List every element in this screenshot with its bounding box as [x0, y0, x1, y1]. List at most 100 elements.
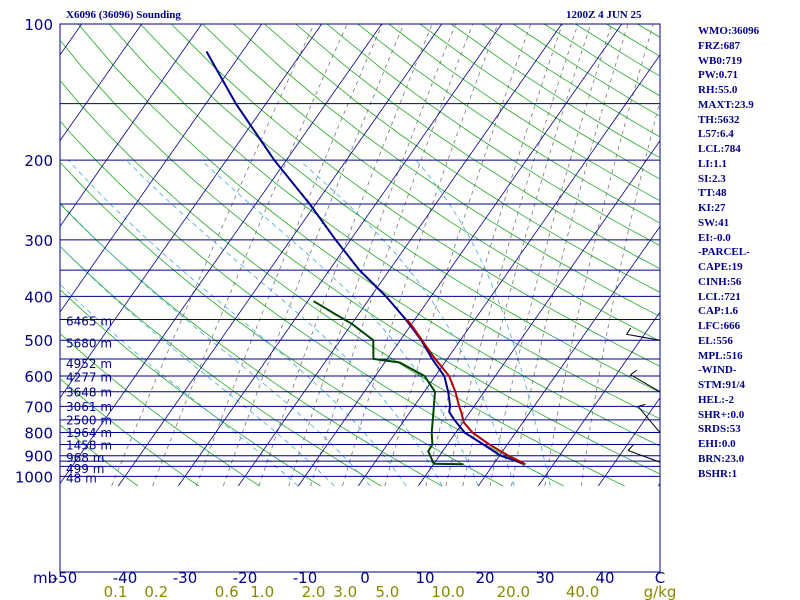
stat-item: FRZ:687: [698, 39, 741, 52]
mixing-ratio-line: [425, 24, 563, 487]
stat-item: CINH:56: [698, 275, 742, 288]
temperature-tick-label: -40: [113, 569, 138, 587]
wind-barb: [626, 327, 661, 341]
stat-item: -PARCEL-: [698, 246, 750, 259]
height-label: 48 m: [66, 472, 97, 486]
dry-adiabat-line: [60, 39, 660, 475]
stat-item: SRDS:53: [698, 423, 741, 436]
stat-item: LFC:666: [698, 320, 741, 332]
plot-area: [0, 24, 660, 487]
dry-adiabat-line: [60, 332, 260, 487]
dry-adiabat-line: [264, 24, 660, 293]
mixing-ratio-label: 0.2: [144, 583, 168, 600]
temperature-tick-label: -50: [53, 569, 78, 587]
moist-adiabat-line: [68, 159, 407, 487]
mixing-ratio-line: [222, 24, 405, 487]
isotherm-line: [0, 24, 22, 486]
temperature-tick-label: 0: [360, 569, 370, 587]
dry-adiabat-line: [77, 24, 660, 447]
pressure-tick-label: 900: [24, 448, 53, 466]
plot-frame: [59, 23, 661, 573]
mixing-ratio-label: 5.0: [375, 583, 399, 600]
height-label: 5680 m: [66, 336, 112, 350]
mixing-ratio-line: [462, 24, 592, 487]
stat-item: CAP:1.6: [698, 305, 739, 318]
temperature-line: [406, 318, 526, 466]
height-label: 3648 m: [66, 385, 112, 399]
isotherm-line: [297, 24, 623, 487]
pressure-tick-label: 400: [24, 288, 53, 306]
stat-item: STM:91/4: [698, 379, 746, 391]
pressure-tick-label: 1000: [15, 468, 53, 486]
mixing-ratio-line: [445, 24, 579, 487]
dewpoint-line: [313, 300, 464, 466]
stat-item: TT:48: [698, 187, 727, 200]
stat-item: KI:27: [698, 202, 726, 214]
mixing-ratio-label: 0.6: [215, 583, 239, 600]
stat-item: LCL:784: [698, 143, 741, 155]
stat-item: L57:6.4: [698, 128, 734, 141]
isotherm-line: [417, 139, 660, 487]
mixing-ratio-line: [342, 24, 499, 487]
height-label: 3061 m: [66, 400, 112, 414]
isotherm-line: [60, 24, 203, 228]
isotherm-line: [477, 225, 660, 487]
stat-item: WB0:719: [698, 54, 742, 67]
mixing-ratio-line: [195, 24, 383, 487]
temperature-unit-label: C: [655, 569, 665, 587]
isotherm-line: [60, 24, 383, 485]
height-label: 6465 m: [66, 315, 112, 329]
dry-adiabat-line: [357, 24, 660, 224]
height-label: 1964 m: [66, 426, 112, 440]
temperature-tick-label: -20: [233, 569, 258, 587]
mixing-ratio-label: 20.0: [497, 583, 530, 600]
pressure-tick-label: 100: [24, 16, 53, 34]
pressure-tick-label: 800: [24, 425, 53, 443]
height-label: 1458 m: [66, 439, 112, 453]
temperature-tick-label: 30: [535, 569, 554, 587]
mixing-ratio-label: 1.0: [250, 583, 274, 600]
moist-adiabat-line: [201, 159, 479, 487]
chart-time: 1200Z 4 JUN 25: [566, 9, 642, 21]
isotherm-line: [537, 311, 660, 487]
stat-item: EHI:0.0: [698, 438, 736, 450]
pressure-unit-label: mb: [33, 569, 57, 587]
mixing-ratio-line: [384, 24, 532, 487]
isotherm-line: [357, 54, 660, 487]
dry-adiabat-line: [140, 24, 660, 393]
dry-adiabat-line: [233, 24, 660, 317]
mixing-ratio-line: [544, 24, 654, 487]
stat-item: RH:55.0: [698, 84, 738, 96]
stat-item: SW:41: [698, 216, 730, 229]
dry-adiabat-line: [202, 24, 660, 342]
stat-item: TH:5632: [698, 113, 740, 126]
wind-barb: [627, 444, 661, 463]
stat-item: EL:556: [698, 334, 733, 347]
height-label: 4277 m: [66, 371, 112, 385]
dry-adiabat-line: [171, 24, 660, 367]
dry-adiabat-line: [60, 161, 504, 487]
height-label: 2500 m: [66, 413, 112, 427]
dry-adiabat-line: [60, 288, 321, 487]
stat-item: SI:2.3: [698, 172, 726, 185]
pressure-tick-label: 600: [24, 368, 53, 386]
wind-barb: [630, 369, 661, 393]
stat-item: PW:0.71: [698, 69, 739, 82]
temperature-tick-label: 40: [595, 569, 614, 587]
mixing-ratio-unit-label: g/kg: [644, 583, 677, 600]
isotherm-line: [117, 24, 443, 487]
moist-adiabat-line: [60, 202, 371, 487]
isotherm-line: [60, 24, 143, 142]
stat-item: CAPE:19: [698, 261, 743, 273]
mixing-ratio-label: 3.0: [333, 583, 357, 600]
pressure-tick-label: 300: [24, 232, 53, 250]
dry-adiabat-line: [60, 203, 443, 487]
mixing-ratio-label: 2.0: [302, 583, 326, 600]
pressure-tick-label: 500: [24, 332, 53, 350]
mixing-ratio-label: 0.1: [104, 583, 128, 600]
stat-item: EI:-0.0: [698, 231, 731, 244]
dry-adiabat-line: [60, 378, 200, 487]
dry-adiabat-line: [108, 24, 660, 420]
dry-adiabat-line: [295, 24, 660, 270]
isotherm-line: [597, 397, 660, 487]
